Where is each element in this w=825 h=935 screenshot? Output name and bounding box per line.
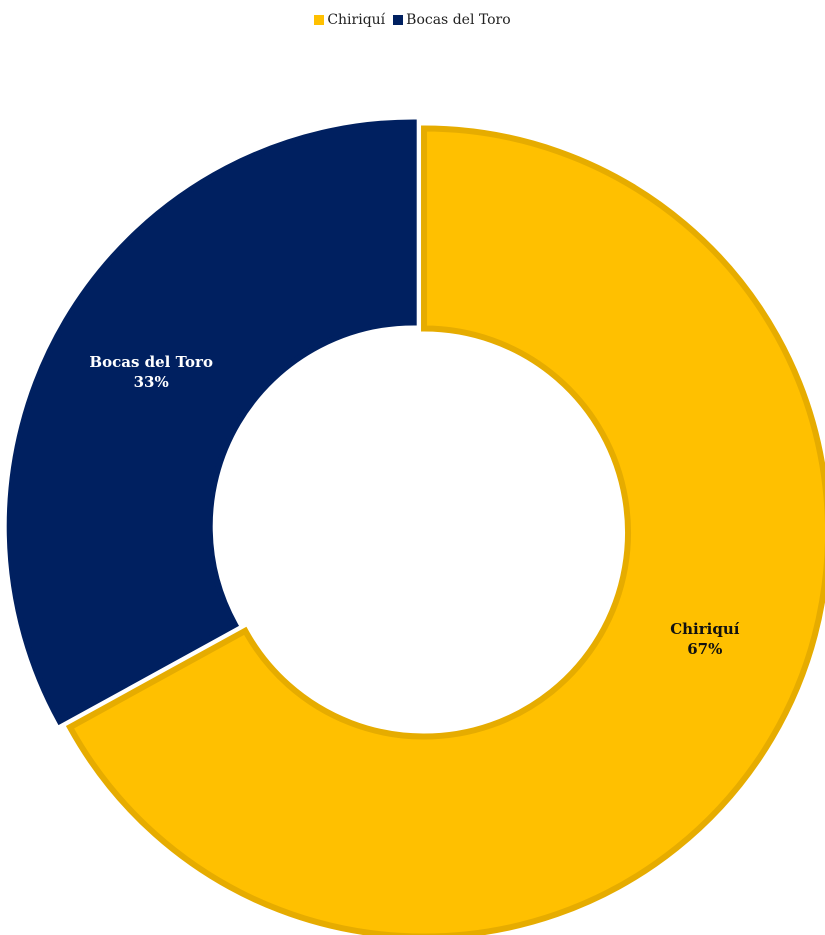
slice-chiriqui-group: Chiriquí 67% bbox=[65, 125, 825, 935]
slice-chiriqui bbox=[65, 125, 825, 935]
slice-value-bocas-del-toro: 33% bbox=[134, 373, 169, 391]
legend-item-bocas-del-toro: Bocas del Toro bbox=[393, 12, 511, 28]
legend: Chiriquí Bocas del Toro bbox=[0, 12, 825, 28]
legend-label-bocas-del-toro: Bocas del Toro bbox=[406, 12, 511, 28]
slice-bocas-del-toro bbox=[6, 119, 417, 726]
legend-swatch-chiriqui bbox=[314, 15, 325, 25]
slice-label-bocas-del-toro: Bocas del Toro bbox=[89, 353, 213, 371]
legend-label-chiriqui: Chiriquí bbox=[327, 12, 386, 28]
legend-item-chiriqui: Chiriquí bbox=[314, 12, 385, 28]
slice-value-chiriqui: 67% bbox=[687, 640, 722, 658]
legend-swatch-bocas-del-toro bbox=[393, 15, 404, 25]
slice-bocas-del-toro-group: Bocas del Toro 33% bbox=[6, 119, 417, 726]
slice-label-chiriqui: Chiriquí bbox=[670, 620, 740, 638]
